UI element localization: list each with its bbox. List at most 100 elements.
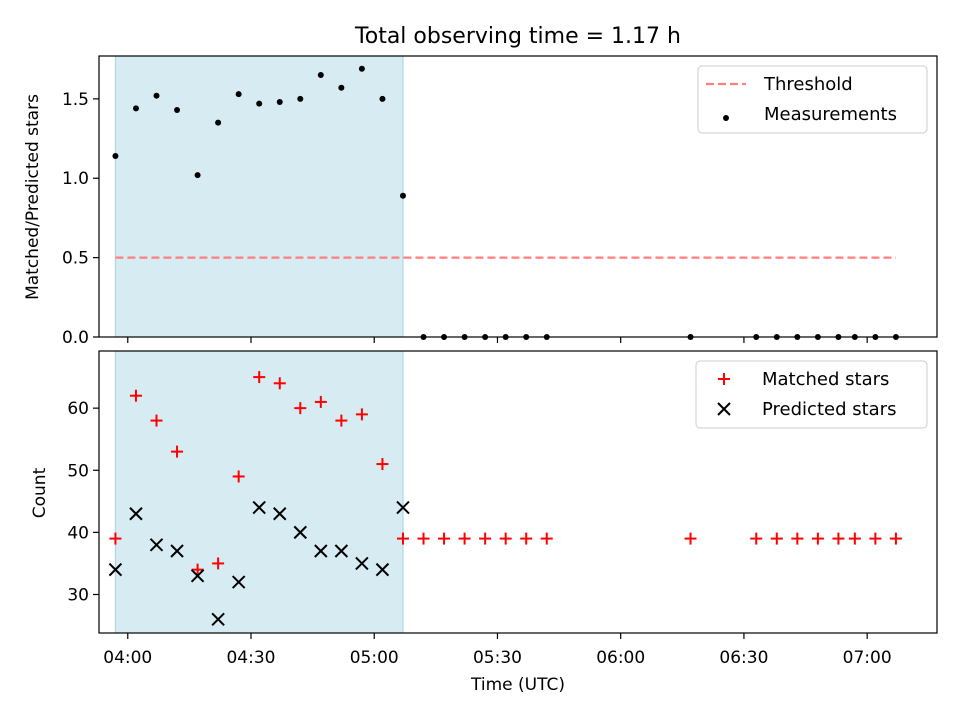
- bottom-matched-point: [770, 532, 783, 545]
- top-measurement-point: [235, 91, 242, 98]
- top-measurement-point: [132, 105, 139, 112]
- bottom-y-axis-label: Count: [30, 467, 50, 518]
- bottom-matched-point: [109, 532, 122, 545]
- bottom-y-tick-label: 50: [67, 461, 89, 481]
- bottom-matched-point: [848, 532, 861, 545]
- bottom-matched-point: [335, 414, 348, 427]
- bottom-x-tick-label: 07:00: [843, 648, 892, 668]
- x-b: [334, 544, 349, 558]
- bottom-predicted-point: [375, 562, 390, 577]
- top-measurement-point: [379, 95, 386, 102]
- top-axes-frame: [98, 55, 938, 338]
- bottom-predicted-point: [170, 544, 184, 558]
- top-measurement-point: [174, 106, 181, 113]
- top-y-tick-label: 0.5: [62, 249, 89, 269]
- top-panel: 0.0 0.5 1.0 1.5 Threshold Measurements: [62, 55, 938, 348]
- x-axis-label: Time (UTC): [470, 675, 565, 695]
- bottom-predicted-point: [108, 562, 123, 577]
- bottom-matched-point: [150, 414, 163, 427]
- bottom-predicted-point: [334, 544, 349, 558]
- bottom-matched-point: [376, 458, 389, 471]
- x-b: [211, 612, 225, 627]
- top-measurement-point: [338, 84, 345, 91]
- legend-label: Matched stars: [762, 369, 889, 390]
- bottom-matched-point: [232, 470, 245, 483]
- bottom-matched-point: [889, 532, 902, 545]
- top-measurement-point: [276, 99, 283, 106]
- top-legend-entry: Measurements: [723, 104, 897, 125]
- bottom-predicted-point: [231, 575, 246, 589]
- legend-label: Measurements: [764, 104, 897, 125]
- chart-title: Total observing time = 1.17 h: [354, 24, 681, 49]
- bottom-matched-point: [171, 445, 184, 458]
- bottom-matched-point: [191, 563, 204, 576]
- bottom-predicted-point: [314, 544, 328, 558]
- bottom-y-tick-label: 30: [67, 585, 89, 605]
- top-legend-entry: Threshold: [706, 74, 853, 95]
- x-b: [375, 562, 390, 577]
- bottom-matched-point: [811, 532, 824, 545]
- bottom-predicted-point: [252, 500, 266, 515]
- top-measurement-point: [215, 119, 222, 126]
- bottom-x-tick-label: 06:00: [596, 648, 645, 668]
- bottom-matched-point: [294, 402, 307, 415]
- bottom-predicted-point: [396, 500, 410, 515]
- bottom-predicted-point: [149, 538, 164, 552]
- top-y-axis-label: Matched/Predicted stars: [23, 94, 43, 300]
- bottom-matched-point: [499, 532, 512, 545]
- bottom-x-tick-label: 04:30: [226, 648, 275, 668]
- top-measurement-point: [297, 95, 304, 102]
- top-legend-box: [697, 65, 928, 134]
- bottom-x-tick-label: 05:00: [350, 648, 399, 668]
- bottom-matched-point: [750, 532, 763, 545]
- bottom-matched-point: [458, 532, 471, 545]
- bottom-matched-point: [684, 532, 697, 545]
- bottom-matched-point: [253, 371, 266, 384]
- bottom-matched-point: [417, 532, 430, 545]
- top-measurement-point: [399, 192, 406, 199]
- bottom-matched-point: [273, 377, 286, 390]
- x-b: [190, 569, 205, 583]
- top-highlight-band: [115, 56, 403, 337]
- top-measurement-point: [358, 65, 365, 72]
- x-b: [273, 507, 287, 521]
- bottom-y-tick-label: 40: [67, 523, 89, 543]
- top-y-tick-label: 1.5: [62, 90, 89, 110]
- top-y-tick-label: 1.0: [62, 169, 89, 189]
- bottom-axes-frame: [98, 350, 938, 634]
- x-b: [129, 507, 143, 521]
- bottom-panel: 30 40 50 60 04:00 04:30 05:00 05:30 06:00 06:30 07…: [67, 350, 938, 668]
- bottom-matched-point: [129, 389, 142, 402]
- bottom-predicted-point: [355, 556, 369, 571]
- x-b: [252, 500, 266, 515]
- bottom-y-tick-label: 60: [67, 399, 89, 419]
- top-measurement-point: [112, 153, 119, 160]
- top-measurement-point: [317, 72, 324, 79]
- bottom-matched-point: [396, 532, 409, 545]
- top-measurement-point: [153, 92, 160, 99]
- legend-label: Predicted stars: [762, 399, 896, 420]
- x-b: [231, 575, 246, 589]
- bottom-legend-box: [695, 360, 928, 429]
- bottom-x-tick-label: 05:30: [473, 648, 522, 668]
- bottom-predicted-point: [190, 569, 205, 583]
- x-b: [170, 544, 184, 558]
- top-y-tick-label: 0.0: [62, 328, 89, 348]
- bottom-legend-entry: Matched stars: [718, 369, 889, 390]
- bottom-matched-point: [832, 532, 845, 545]
- top-measurement-point: [256, 100, 263, 107]
- x-b: [149, 538, 164, 552]
- legend-label: Threshold: [763, 74, 853, 95]
- bottom-matched-point: [520, 532, 533, 545]
- bottom-predicted-point: [273, 507, 287, 521]
- bottom-matched-point: [438, 532, 451, 545]
- bottom-predicted-point: [211, 612, 225, 627]
- bottom-matched-point: [355, 408, 368, 421]
- bottom-highlight-band: [115, 351, 403, 633]
- x-b: [396, 500, 410, 515]
- top-measurement-point: [194, 172, 201, 179]
- x-b: [355, 556, 369, 571]
- bottom-matched-point: [212, 557, 225, 570]
- x-b: [314, 544, 328, 558]
